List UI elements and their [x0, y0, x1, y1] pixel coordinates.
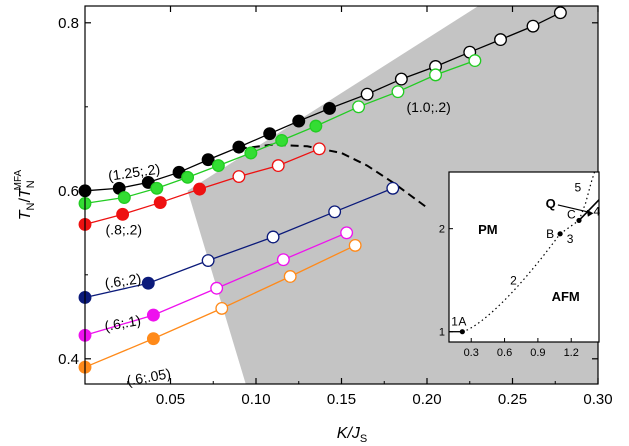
data-point	[141, 276, 155, 290]
inset-point-label: C	[567, 207, 576, 221]
data-point	[348, 238, 362, 252]
data-point	[553, 6, 567, 20]
data-point	[394, 72, 408, 86]
data-point	[211, 159, 225, 173]
series-label: (.6;.2)	[104, 270, 142, 291]
data-point	[468, 54, 482, 68]
series-labels: (1.25;.2) (1.0;.2) (.8;.2) (.6;.2) (.6;.1) (.…	[103, 99, 451, 389]
inset-x-tick-label: 0.6	[497, 347, 512, 359]
data-point	[210, 281, 224, 295]
data-point	[201, 153, 215, 167]
series-3	[78, 142, 326, 231]
inset-curve-3	[559, 219, 580, 235]
data-point	[201, 254, 215, 267]
inset-x-tick-label: 1.2	[564, 347, 579, 359]
data-point	[150, 181, 164, 195]
q-arrow-line	[557, 204, 590, 213]
inset-curve-4	[578, 199, 600, 221]
series-4	[78, 181, 400, 304]
data-point	[283, 270, 297, 283]
data-point	[117, 191, 131, 204]
data-point	[352, 100, 366, 114]
inset-phase-label: AFM	[552, 289, 580, 304]
data-point	[312, 142, 326, 156]
x-tick-label: 0.25	[498, 391, 527, 408]
data-point	[244, 146, 258, 160]
data-point	[232, 170, 246, 183]
data-point	[146, 332, 160, 346]
x-tick-label: 0.15	[327, 391, 356, 408]
inset-frame	[448, 171, 600, 343]
inset-point-label: A	[458, 315, 466, 329]
x-tick-label: 0.10	[241, 391, 270, 408]
inset-point-label: B	[546, 227, 554, 241]
y-tick-label: 0.8	[58, 15, 79, 32]
x-tick-label: 0.05	[156, 391, 185, 408]
data-point	[275, 133, 289, 147]
data-point	[309, 119, 323, 133]
inset-curve-label: 3	[567, 232, 574, 246]
inset-point	[459, 329, 465, 335]
inset-point	[557, 231, 563, 237]
data-point	[386, 181, 400, 195]
data-point	[429, 68, 443, 82]
series-line-4	[84, 187, 394, 299]
inset-curve-label: 4	[593, 204, 600, 218]
data-point	[181, 170, 195, 184]
inset-y-tick-label: 2	[439, 224, 445, 236]
x-tick-label: 0.20	[412, 391, 441, 408]
data-point	[193, 182, 207, 196]
inset-phase-label: PM	[478, 222, 498, 237]
x-tick-label: 0.30	[583, 391, 612, 408]
series-label: (1.25;.2)	[107, 161, 161, 184]
inset-phase-diagram: Q A BC 1 2 3 45 PM AFM 0.3 0.6 0.9 1.2 1 2	[439, 171, 600, 359]
data-point	[146, 308, 160, 322]
series-line-1	[84, 12, 561, 192]
series-label: (.6;.1)	[103, 312, 142, 334]
data-point	[263, 127, 277, 141]
data-point	[328, 205, 342, 219]
data-point	[360, 87, 374, 101]
x-axis-title: K/JS	[337, 425, 367, 445]
axis-ticks: 0.05 0.10 0.15 0.20 0.25 0.30 0.4 0.6 0.8	[58, 6, 613, 408]
data-point	[276, 253, 290, 267]
data-point	[153, 196, 167, 210]
data-point	[494, 33, 507, 47]
data-point	[340, 226, 354, 240]
inset-point	[576, 217, 582, 224]
inset-curve-2	[462, 233, 561, 333]
data-point	[116, 207, 130, 221]
inset-x-tick-label: 0.3	[464, 347, 479, 359]
inset-x-tick-label: 0.9	[530, 347, 545, 359]
y-tick-label: 0.6	[58, 183, 79, 200]
svg-text:TN/TNMFA: TN/TNMFA	[13, 169, 37, 220]
data-point	[323, 102, 336, 115]
inset-curve-5	[578, 171, 596, 221]
data-point	[292, 114, 306, 128]
series-label: (.8;.2)	[106, 221, 143, 237]
series-label: (1.0;.2)	[406, 99, 450, 115]
inset-content: Q A BC 1 2 3 45 PM AFM 0.3 0.6 0.9 1.2 1 2	[439, 171, 600, 359]
data-point	[526, 19, 540, 33]
q-label: Q	[546, 196, 556, 211]
series-5	[78, 226, 354, 342]
q-arrow-head	[586, 209, 594, 217]
data-point	[391, 85, 405, 99]
inset-curve-label: 5	[575, 181, 582, 195]
series-label: (.6;.05)	[125, 365, 171, 388]
y-tick-label: 0.4	[58, 351, 79, 368]
inset-curve-label: 2	[510, 273, 517, 287]
y-axis-title: TN/TNMFA	[13, 169, 37, 220]
series-2	[78, 54, 482, 210]
data-point	[271, 159, 285, 173]
inset-y-tick-label: 1	[439, 327, 445, 339]
inset-curve-label: 1	[451, 315, 458, 329]
data-point	[232, 140, 246, 154]
data-point	[266, 230, 280, 244]
data-point	[215, 301, 229, 315]
